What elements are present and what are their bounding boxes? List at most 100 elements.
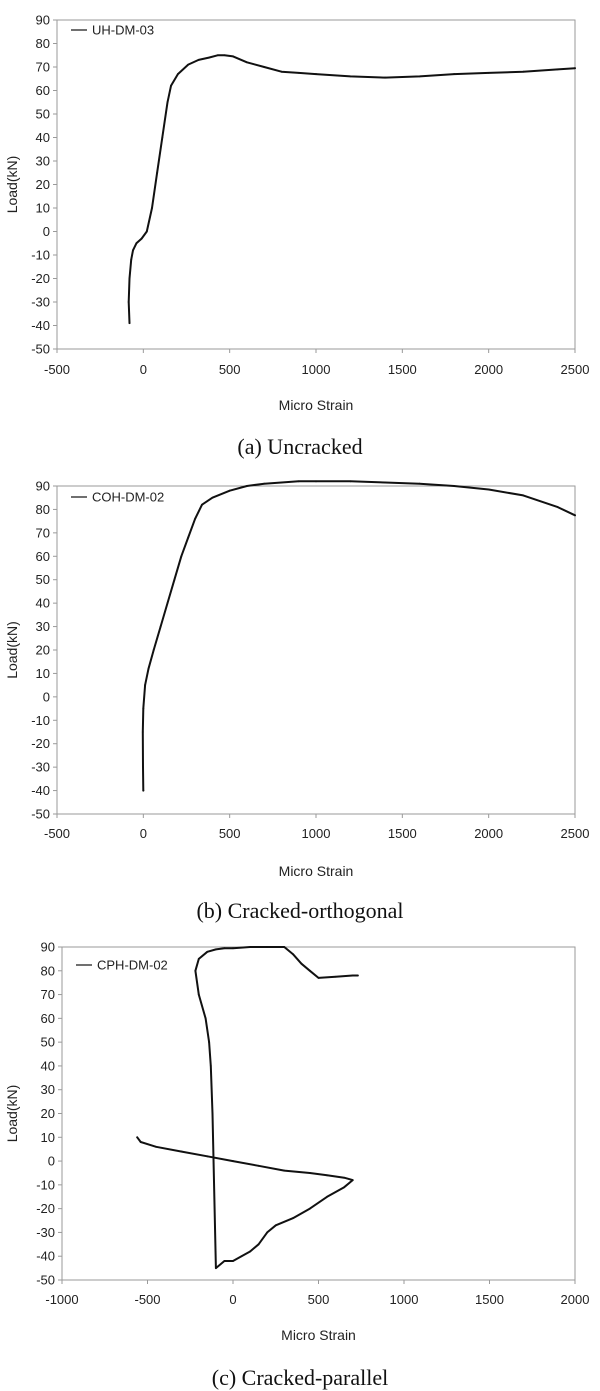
x-tick-label: -500 [134,1292,160,1307]
data-point [283,946,286,948]
data-point [418,482,421,485]
data-point [166,602,169,605]
data-point [356,974,359,977]
data-point [309,1172,311,1174]
data-point [139,1141,142,1143]
data-point [156,171,159,174]
data-point [223,54,226,57]
data-point [280,481,283,484]
chart-panel-cracked-orthogonal: -500 0 500 1000 1500 2000 2500 -50 -40 -30 -20 -10 0… [4,479,589,924]
data-point [574,67,576,70]
y-tick-label: 80 [36,36,50,51]
y-tick-label: 10 [36,666,50,681]
x-tick-label: 1500 [388,362,417,377]
data-point [155,1145,157,1148]
data-point [249,1250,252,1253]
data-point [249,946,252,948]
y-tick-label: 70 [36,525,50,540]
data-point [326,1195,328,1198]
x-tick-label: 0 [140,826,147,841]
data-point [453,73,456,75]
data-point [300,962,303,965]
data-point [159,625,162,628]
y-tick-label: 10 [36,201,50,216]
y-tick-label: -40 [36,1249,55,1264]
data-point [315,73,317,75]
y-tick-label: 10 [41,1130,55,1145]
data-point [128,277,131,280]
data-point [349,75,352,78]
y-tick-label: 80 [41,963,55,978]
data-point [223,1260,226,1262]
x-axis-label: Micro Strain [279,863,354,879]
data-point [194,517,197,520]
y-tick-label: -40 [31,783,50,798]
data-point [211,1112,214,1115]
x-tick-label: 500 [219,362,241,377]
data-point [246,61,248,64]
y-tick-label: 50 [41,1035,55,1050]
x-tick-label: 2500 [561,826,590,841]
data-point [197,957,200,960]
x-tick-label: 2500 [561,362,590,377]
data-point [128,322,131,325]
data-point [315,480,317,483]
data-point [215,1267,217,1270]
data-point [343,1186,346,1189]
data-point [232,1260,234,1262]
y-tick-label: 90 [41,940,55,955]
panel-caption: (a) Uncracked [237,434,362,459]
data-point [487,71,490,74]
data-point [351,1179,354,1181]
y-tick-label: 20 [41,1106,55,1121]
data-point [180,1150,183,1153]
series-line-cph-dm-02 [136,946,359,1270]
y-tick-label: 90 [36,13,50,28]
data-point [556,68,559,71]
data-point [266,946,269,948]
data-point [197,59,200,61]
data-point [334,975,337,978]
y-tick-label: 20 [36,643,50,658]
legend-entry: UH-DM-03 [92,23,154,38]
data-point [209,1065,212,1067]
y-tick-label: 40 [36,596,50,611]
y-axis-label: Load(kN) [4,621,20,679]
y-tick-label: 30 [41,1082,55,1097]
data-point [351,974,354,977]
data-point [232,1160,234,1162]
y-tick-label: 70 [36,60,50,75]
data-point [240,1255,243,1258]
data-point [283,1169,286,1172]
series-line-uh-dm-03 [127,54,576,325]
data-point [147,667,150,670]
data-point [170,84,172,87]
y-tick-label: 70 [41,987,55,1002]
data-point [326,1174,328,1177]
data-point [211,496,214,499]
data-point [206,950,209,953]
data-point [522,494,525,497]
y-tick-label: -20 [31,736,50,751]
panel-caption: (b) Cracked-orthogonal [196,898,403,923]
x-tick-label: 1000 [302,362,331,377]
x-tick-label: -500 [44,362,70,377]
data-point [309,969,311,972]
y-tick-label: 0 [48,1154,55,1169]
data-point [418,75,421,78]
plot-area-frame [56,19,576,350]
data-point [556,506,559,508]
data-point [317,977,320,979]
y-axis-label: Load(kN) [4,156,20,214]
data-point [127,301,130,303]
data-point [274,1224,277,1227]
data-point [132,249,134,252]
data-point [574,514,576,517]
data-point [187,536,190,539]
data-point [140,237,143,240]
data-point [142,789,145,792]
data-point [263,482,266,485]
legend-entry: CPH-DM-02 [97,958,168,973]
data-point [246,485,248,487]
data-point [166,101,169,104]
